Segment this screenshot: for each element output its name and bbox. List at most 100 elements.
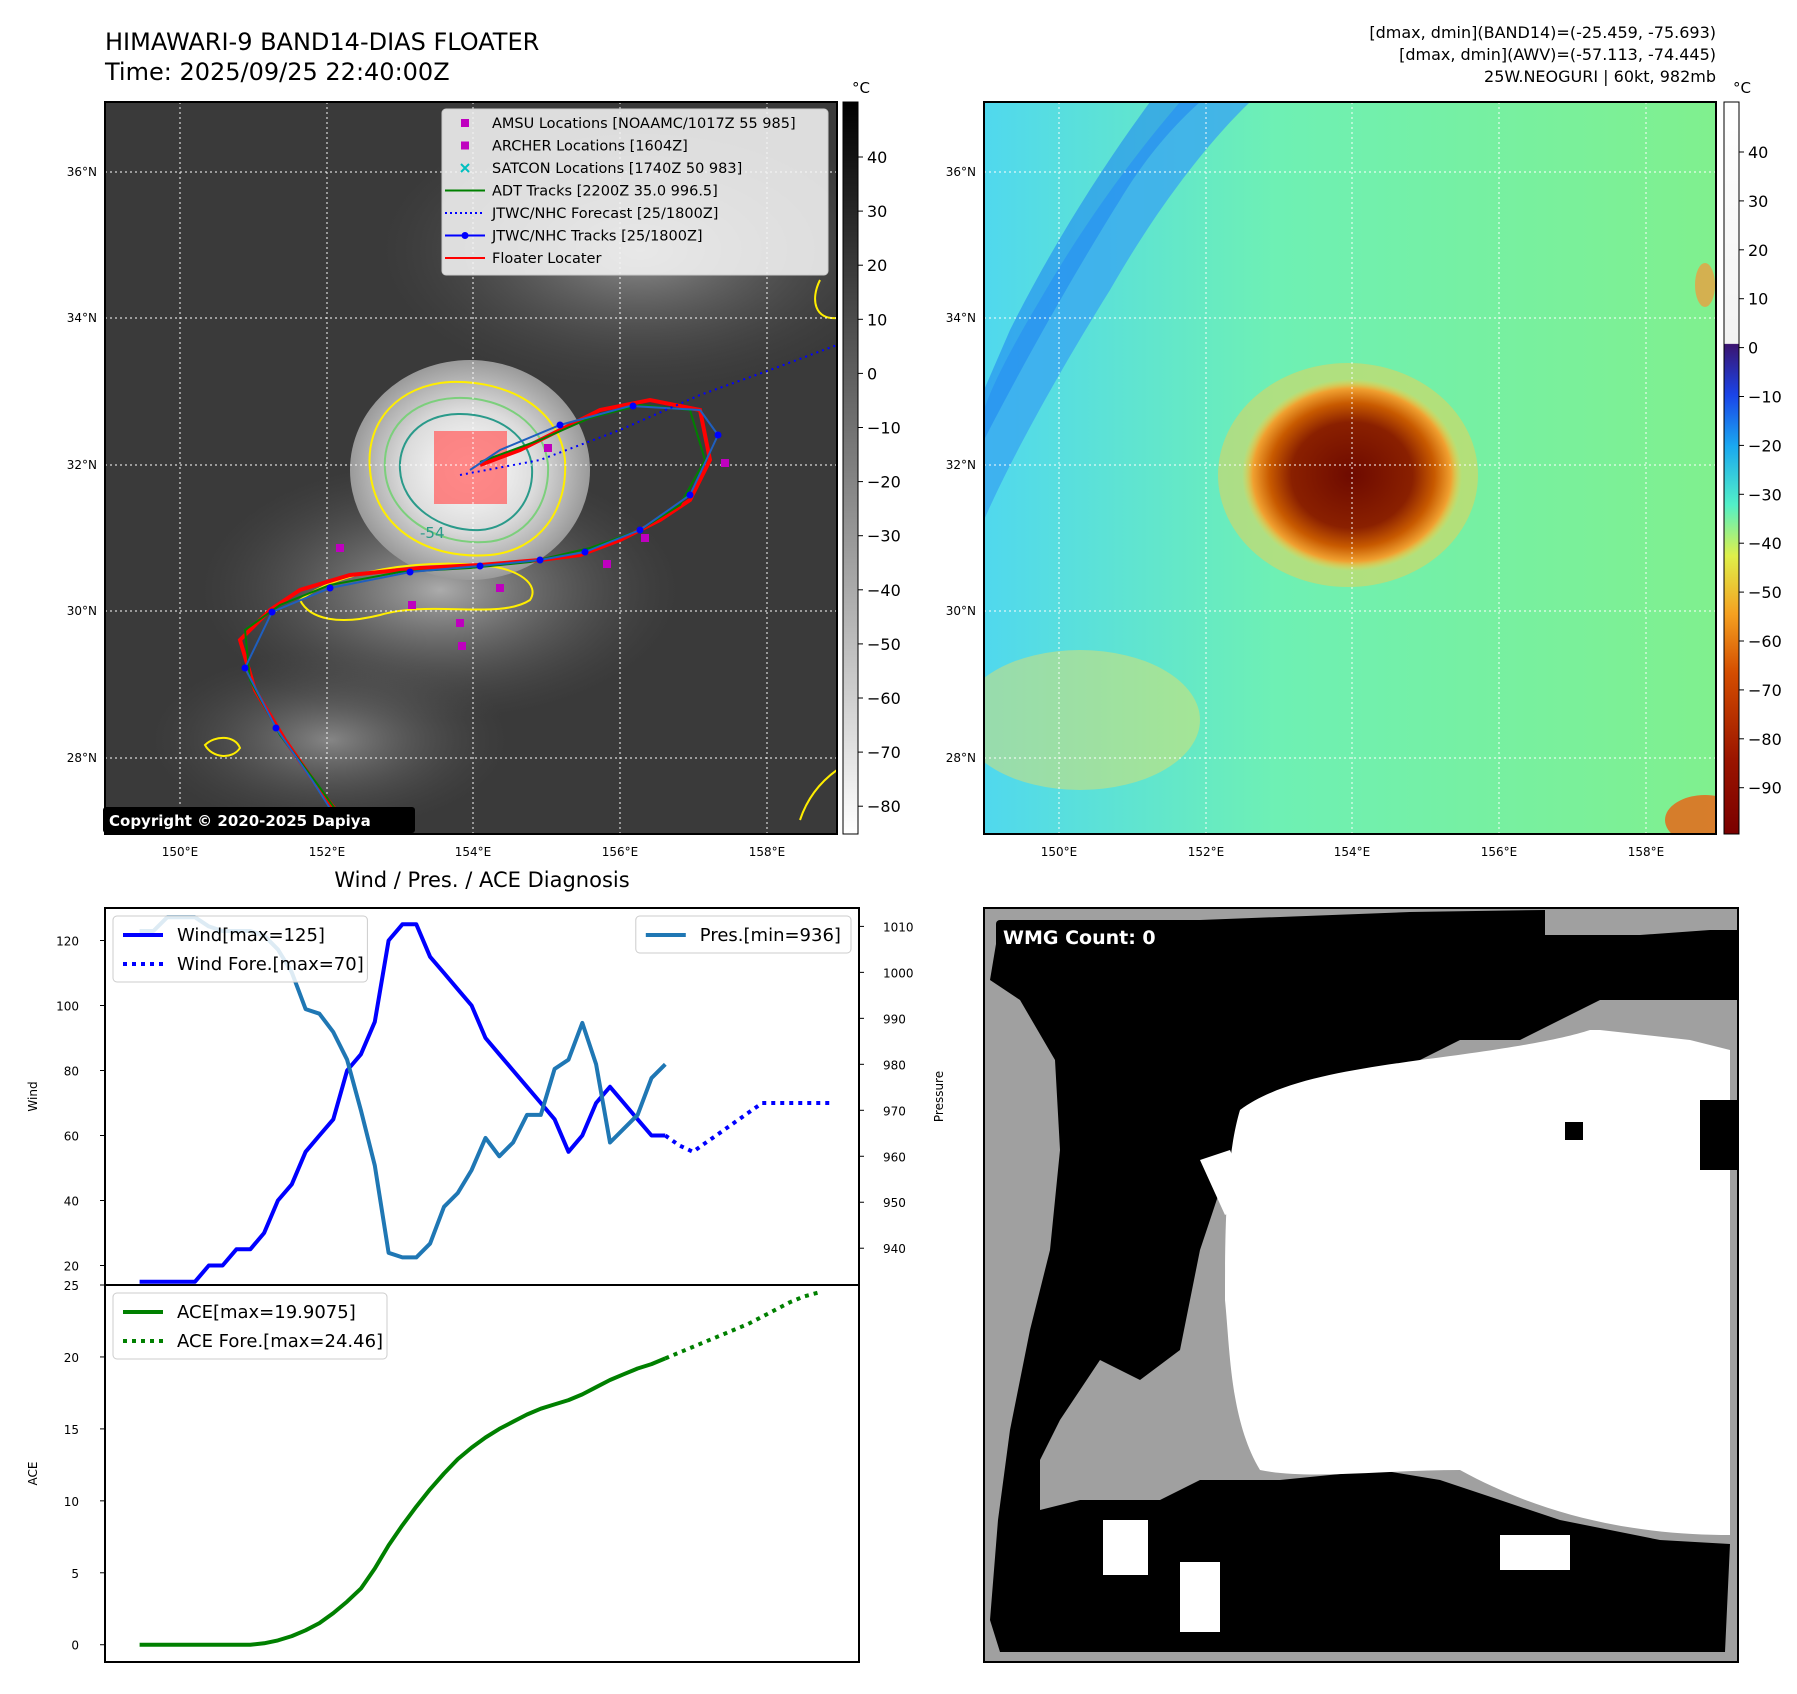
ace-chart: ACE 0 5 10 15 20 25 ACE[max=19.9075] ACE Fore.[m… bbox=[26, 1279, 860, 1663]
amsu-location-marker bbox=[456, 619, 464, 627]
awv-range: [dmax, dmin](AWV)=(-57.113, -74.445) bbox=[1399, 45, 1716, 64]
lat-tick-label: 30°N bbox=[946, 604, 976, 618]
lat-tick-label: 28°N bbox=[946, 751, 976, 765]
figure-time: Time: 2025/09/25 22:40:00Z bbox=[104, 58, 450, 86]
y-tick-label: 80 bbox=[64, 1065, 79, 1079]
colorbar-tick-label: −80 bbox=[1748, 730, 1782, 749]
wmg-white-patch-3 bbox=[1500, 1535, 1570, 1570]
lon-tick-label: 154°E bbox=[1334, 845, 1371, 859]
y-tick-label: 60 bbox=[64, 1130, 79, 1144]
colorbar-tick-label: −50 bbox=[867, 635, 901, 654]
y-tick-label: 10 bbox=[64, 1495, 79, 1509]
legend-label: ARCHER Locations [1604Z] bbox=[492, 139, 688, 155]
floater-box bbox=[434, 431, 507, 504]
series-line bbox=[664, 1290, 819, 1361]
colorbar-tick-label: −50 bbox=[1748, 583, 1782, 602]
ir-colorbar-ticks: 40 30 20 10 0 −10 −20 −30 −40 −50 −60 −70 −80 bbox=[858, 148, 901, 816]
band-contour-yellow bbox=[298, 562, 534, 621]
lat-tick-label: 32°N bbox=[946, 458, 976, 472]
chart-legend-label: ACE Fore.[max=24.46] bbox=[177, 1331, 383, 1352]
colorbar-tick-label: 20 bbox=[1748, 241, 1768, 260]
awv-map-gridlines bbox=[984, 102, 1716, 834]
y-axis-label: Wind bbox=[26, 1081, 40, 1111]
jtwc-track-point bbox=[556, 421, 564, 429]
colorbar-tick-label: −70 bbox=[1748, 681, 1782, 700]
lon-tick-label: 156°E bbox=[602, 845, 639, 859]
y2-tick-label: 950 bbox=[883, 1196, 906, 1210]
y2-tick-label: 970 bbox=[883, 1104, 906, 1118]
y2-tick-label: 940 bbox=[883, 1242, 906, 1256]
band14-range: [dmax, dmin](BAND14)=(-25.459, -75.693) bbox=[1369, 23, 1716, 42]
wmg-white-patch-1 bbox=[1103, 1520, 1148, 1575]
wmg-white-notch bbox=[1200, 1150, 1250, 1215]
wmg-frame bbox=[983, 907, 1739, 1663]
awv-map-panel bbox=[984, 102, 1716, 834]
y-axis-label: ACE bbox=[26, 1462, 40, 1486]
lat-tick-label: 34°N bbox=[67, 311, 97, 325]
lon-tick-label: 158°E bbox=[1628, 845, 1665, 859]
south-contour-yellow bbox=[203, 736, 242, 757]
jtwc-track-point bbox=[241, 664, 249, 672]
lon-tick-label: 154°E bbox=[455, 845, 492, 859]
chart-legend-label: ACE[max=19.9075] bbox=[177, 1302, 356, 1323]
colorbar-tick-label: −20 bbox=[867, 473, 901, 492]
legend-label: SATCON Locations [1740Z 50 983] bbox=[492, 161, 742, 177]
jtwc-track-point bbox=[406, 568, 414, 576]
wmg-black-region bbox=[990, 910, 1738, 1652]
ir-map-ticks: 150°E 152°E 154°E 156°E 158°E 36°N 34°N 32°N 30°… bbox=[67, 165, 786, 859]
chart-legend-label: Wind Fore.[max=70] bbox=[177, 954, 364, 975]
edge-contour-yellow-2 bbox=[799, 769, 837, 821]
jtwc-track-point bbox=[476, 562, 484, 570]
wmg-label-box bbox=[996, 920, 1174, 954]
chart-legend-right-box bbox=[635, 915, 852, 954]
lat-tick-label: 36°N bbox=[946, 165, 976, 179]
colorbar-tick-label: −60 bbox=[1748, 632, 1782, 651]
ir-cloud-band-3 bbox=[150, 650, 510, 830]
y-tick-label: 40 bbox=[64, 1195, 79, 1209]
colorbar-tick-label: 0 bbox=[1748, 339, 1758, 358]
lon-tick-label: 156°E bbox=[1481, 845, 1518, 859]
storm-info: 25W.NEOGURI | 60kt, 982mb bbox=[1484, 67, 1716, 86]
awv-colorbar-ticks: 40 30 20 10 0 −10 −20 −30 −40 −50 −60 −70 −80 −90 bbox=[1739, 143, 1782, 798]
colorbar-tick-label: −10 bbox=[867, 419, 901, 438]
legend-marker-square bbox=[461, 119, 469, 127]
awv-map-frame bbox=[983, 101, 1717, 835]
ir-colorbar-bar bbox=[842, 101, 859, 835]
awv-colorbar-unit: °C bbox=[1733, 79, 1751, 97]
y-tick-label: 25 bbox=[64, 1279, 79, 1293]
colorbar-tick-label: 10 bbox=[867, 310, 887, 329]
chart-legend-box bbox=[112, 1292, 388, 1360]
lon-tick-label: 152°E bbox=[309, 845, 346, 859]
copyright-box bbox=[103, 807, 415, 833]
colorbar-tick-label: 10 bbox=[1748, 290, 1768, 309]
legend-label: ADT Tracks [2200Z 35.0 996.5] bbox=[492, 184, 718, 200]
lon-tick-label: 158°E bbox=[749, 845, 786, 859]
amsu-location-marker bbox=[408, 601, 416, 609]
wmg-white-region bbox=[1225, 1030, 1730, 1535]
jtwc-track-point bbox=[326, 584, 334, 592]
legend-marker-square bbox=[461, 141, 469, 150]
wmg-black-patch-2 bbox=[1700, 1100, 1738, 1170]
series-lines bbox=[139, 1290, 819, 1647]
series-line bbox=[139, 1356, 667, 1647]
y2-tick-label: 980 bbox=[883, 1058, 906, 1072]
legend-marker-x bbox=[460, 163, 470, 173]
map-legend-box bbox=[441, 108, 829, 276]
middle-contour-green bbox=[383, 396, 550, 544]
chart-legend-right-label: Pres.[min=936] bbox=[700, 925, 841, 946]
colorbar-tick-label: −10 bbox=[1748, 388, 1782, 407]
series-line bbox=[664, 1101, 832, 1154]
figure-title: HIMAWARI-9 BAND14-DIAS FLOATER bbox=[105, 28, 539, 56]
contour-label: -54 bbox=[420, 524, 445, 542]
colorbar-tick-label: 0 bbox=[867, 364, 877, 383]
lat-tick-label: 34°N bbox=[946, 311, 976, 325]
legend-label: Floater Locater bbox=[492, 251, 601, 267]
y-tick-label: 120 bbox=[56, 935, 79, 949]
jtwc-track-point bbox=[714, 431, 722, 439]
storm-tracks bbox=[237, 344, 837, 834]
jtwc-track-point bbox=[268, 608, 276, 616]
jtwc-track-point bbox=[629, 402, 637, 410]
edge-feature bbox=[1695, 263, 1715, 307]
map-legend-items: AMSU Locations [NOAAMC/1017Z 55 985] ARCH… bbox=[445, 116, 796, 267]
